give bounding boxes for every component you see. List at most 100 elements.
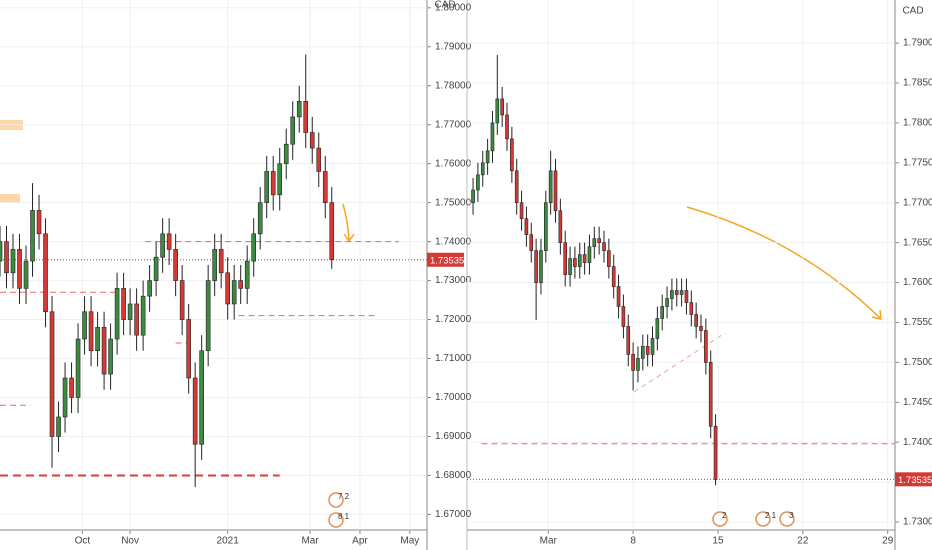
candle-body	[670, 290, 674, 299]
y-tick-label: 1.67000	[435, 509, 472, 520]
candle-body	[655, 318, 660, 339]
candle-body	[69, 377, 74, 398]
candle-body	[82, 311, 87, 340]
y-tick-label: 1.78000	[903, 118, 932, 129]
y-tick-label: 1.73000	[435, 275, 472, 286]
candle-body	[173, 249, 178, 281]
candle-body	[95, 327, 100, 352]
zone	[0, 194, 20, 203]
candle-body	[186, 319, 191, 379]
candle-body	[510, 138, 514, 172]
candle-body	[674, 290, 679, 295]
candle-body	[114, 288, 120, 340]
candle-body	[140, 295, 146, 336]
candle-body	[645, 346, 650, 355]
event-icon	[328, 512, 344, 528]
candle-body	[626, 326, 631, 355]
candle-body	[244, 260, 250, 289]
y-tick-label: 1.78000	[435, 80, 472, 91]
candle-body	[577, 254, 582, 267]
x-tick-label: May	[400, 536, 419, 547]
candle-body	[36, 210, 42, 235]
candle-body	[147, 280, 152, 297]
candle-body	[480, 162, 485, 176]
y-tick-label: 1.75000	[903, 357, 932, 368]
currency-label: CAD	[434, 0, 455, 11]
candle-body	[708, 362, 713, 427]
x-tick-label: 22	[797, 536, 809, 547]
y-tick-label: 1.74500	[903, 397, 932, 408]
candle-body	[616, 286, 621, 307]
candle-body	[270, 171, 276, 196]
event-label: 7 2	[338, 492, 350, 501]
x-tick-label: Mar	[301, 536, 319, 547]
candle-body	[30, 210, 35, 262]
candle-body	[43, 233, 48, 313]
y-tick-label: 1.71000	[435, 353, 472, 364]
candle-body	[611, 266, 616, 287]
candle-body	[689, 302, 694, 315]
candle-body	[713, 425, 718, 480]
last-price-label: 1.73535	[898, 475, 932, 486]
y-tick-label: 1.74000	[903, 437, 932, 448]
candle-body	[231, 280, 237, 305]
candle-body	[490, 122, 495, 152]
y-tick-label: 1.75500	[903, 317, 932, 328]
y-tick-label: 1.77000	[435, 119, 472, 130]
y-tick-label: 1.79000	[435, 41, 472, 52]
candle-body	[108, 338, 113, 375]
candle-body	[505, 114, 509, 140]
candle-body	[524, 218, 529, 235]
y-tick-label: 1.76500	[903, 237, 932, 248]
candle-body	[257, 202, 263, 235]
y-tick-label: 1.77000	[903, 197, 932, 208]
candle-body	[568, 258, 572, 275]
candle-body	[277, 163, 283, 196]
y-tick-label: 1.76000	[435, 158, 472, 169]
candle-body	[650, 338, 655, 355]
candle-body	[621, 306, 626, 327]
x-tick-label: Oct	[75, 536, 91, 547]
candle-body	[602, 242, 606, 251]
candle-body	[485, 150, 490, 164]
candle-body	[4, 241, 9, 274]
candle-body	[631, 354, 635, 371]
event-label: 2	[722, 511, 727, 520]
y-tick-label: 1.75000	[435, 197, 472, 208]
arrow-head	[871, 309, 882, 320]
x-tick-label: 15	[712, 536, 724, 547]
candle-body	[548, 170, 553, 204]
candle-body	[264, 171, 270, 203]
event-icon	[712, 511, 728, 527]
candle-body	[539, 250, 543, 283]
candle-body	[684, 290, 689, 303]
candle-body	[62, 377, 68, 418]
candle-body	[587, 246, 592, 263]
candle-body	[679, 290, 684, 295]
candle-body	[134, 303, 139, 336]
candle-body	[660, 306, 665, 319]
y-tick-label: 1.72000	[435, 314, 472, 325]
candle-body	[558, 210, 563, 243]
y-tick-label: 1.68000	[435, 470, 472, 481]
candle-body	[88, 311, 94, 352]
last-price-badge	[895, 472, 932, 487]
y-tick-label: 1.73000	[903, 517, 932, 528]
candle-body	[476, 174, 480, 191]
event-label: 2 1	[765, 511, 777, 520]
candle-body	[0, 241, 3, 262]
candle-body	[607, 250, 611, 267]
arrow-head	[343, 233, 355, 243]
candle-body	[329, 202, 335, 261]
candle-body	[636, 358, 640, 371]
candle-body	[121, 288, 126, 320]
x-tick-label: Apr	[352, 536, 368, 547]
arrow	[686, 206, 881, 319]
candle-body	[75, 338, 81, 398]
y-tick-label: 1.70000	[435, 392, 472, 403]
candle-body	[699, 326, 703, 331]
candle-body	[534, 250, 538, 283]
candle-body	[514, 170, 519, 204]
